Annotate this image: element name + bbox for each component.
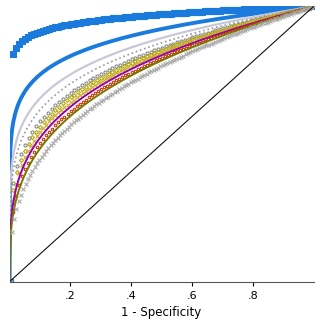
X-axis label: 1 - Specificity: 1 - Specificity: [122, 306, 202, 319]
